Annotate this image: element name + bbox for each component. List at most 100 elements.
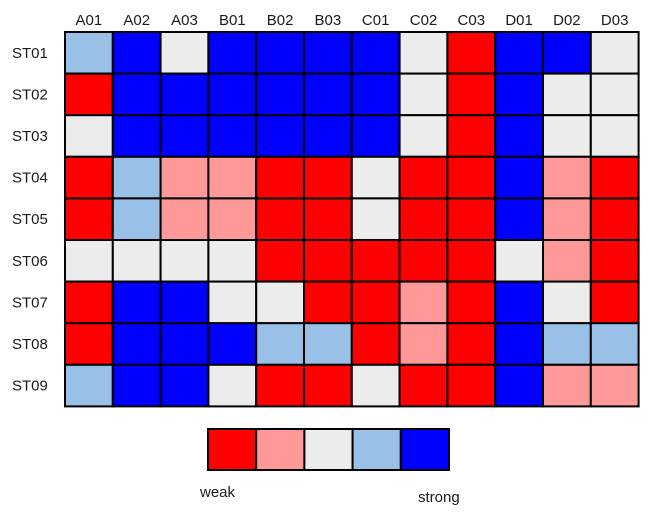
heatmap-cell-st05-a03 [159, 197, 210, 241]
row-label-st04: ST04 [12, 170, 48, 187]
heatmap-cell-st01-b03 [303, 31, 353, 75]
row-label-st08: ST08 [12, 336, 48, 353]
column-label-b03: B03 [315, 12, 342, 29]
heatmap-cell-st05-a02 [111, 197, 162, 241]
heatmap-cell-st06-a03 [159, 239, 210, 283]
heatmap-cell-st02-d02 [542, 72, 592, 117]
heatmap-cell-st06-b02 [255, 239, 306, 283]
row-label-st05: ST05 [12, 211, 48, 228]
heatmap-cell-st07-a01 [64, 280, 114, 325]
heatmap-cell-st08-d03 [589, 322, 640, 366]
heatmap-cell-st01-b01 [207, 31, 258, 75]
heatmap-cell-st09-d01 [494, 363, 545, 408]
column-label-b02: B02 [267, 12, 294, 29]
heatmap-cell-st07-d02 [542, 280, 592, 325]
heatmap-cell-st02-c03 [446, 72, 497, 117]
heatmap-cell-st04-c03 [446, 155, 497, 200]
row-labels: ST01 ST02 ST03 ST04 ST05 ST06 ST07 ST08 ST09 [12, 45, 48, 395]
heatmap-cell-st02-a01 [64, 72, 114, 117]
column-label-d02: D02 [553, 12, 581, 29]
heatmap-cell-st03-c03 [446, 114, 497, 158]
heatmap-cell-st01-a02 [111, 31, 162, 75]
heatmap-cell-st03-d01 [494, 114, 545, 158]
heatmap-cell-st08-b01 [207, 322, 258, 366]
heatmap-cell-st04-b01 [207, 155, 258, 200]
heatmap-cell-st01-c03 [446, 31, 497, 75]
heatmap-cell-st05-b01 [207, 197, 258, 241]
heatmap-cell-st02-c01 [350, 72, 401, 117]
heatmap-cells [64, 31, 640, 408]
heatmap-cell-st06-c02 [398, 239, 449, 283]
heatmap-cell-st07-a03 [159, 280, 210, 325]
heatmap-cell-st06-c03 [446, 239, 497, 283]
heatmap-cell-st09-b02 [255, 363, 306, 408]
heatmap-cell-st03-a01 [64, 114, 114, 158]
heatmap-cell-st09-c03 [446, 363, 497, 408]
heatmap-cell-st08-a02 [111, 322, 162, 366]
column-label-b01: B01 [219, 12, 246, 29]
heatmap-cell-st09-a03 [159, 363, 210, 408]
column-label-a01: A01 [76, 12, 103, 29]
heatmap-cell-st03-d03 [589, 114, 640, 158]
heatmap-cell-st04-b03 [303, 155, 353, 200]
heatmap-cell-st06-b03 [303, 239, 353, 283]
legend-swatch-level-2 [255, 428, 306, 471]
heatmap-cell-st07-c01 [350, 280, 401, 325]
legend-swatch-level-5 [399, 428, 450, 471]
heatmap-cell-st09-d02 [542, 363, 592, 408]
heatmap-cell-st04-d02 [542, 155, 592, 200]
heatmap-cell-st05-c03 [446, 197, 497, 241]
heatmap-cell-st05-b03 [303, 197, 353, 241]
heatmap-cell-st02-a03 [159, 72, 210, 117]
heatmap-cell-st07-d01 [494, 280, 545, 325]
heatmap-cell-st01-d02 [542, 31, 592, 75]
heatmap-cell-st06-d02 [542, 239, 592, 283]
heatmap-cell-st03-b01 [207, 114, 258, 158]
heatmap-cell-st08-d02 [542, 322, 592, 366]
heatmap-cell-st06-c01 [350, 239, 401, 283]
heatmap-cell-st08-d01 [494, 322, 545, 366]
column-label-c02: C02 [410, 12, 438, 29]
heatmap-cell-st04-c02 [398, 155, 449, 200]
heatmap-cell-st02-c02 [398, 72, 449, 117]
heatmap-cell-st09-c01 [350, 363, 401, 408]
row-label-st09: ST09 [12, 378, 48, 395]
heatmap-cell-st04-c01 [350, 155, 401, 200]
heatmap-cell-st06-d01 [494, 239, 545, 283]
heatmap-cell-st01-a01 [64, 31, 114, 75]
heatmap-cell-st04-d01 [494, 155, 545, 200]
heatmap-cell-st05-a01 [64, 197, 114, 241]
heatmap-cell-st05-c01 [350, 197, 401, 241]
heatmap-cell-st07-b02 [255, 280, 306, 325]
heatmap-cell-st04-a02 [111, 155, 162, 200]
heatmap-cell-st07-b03 [303, 280, 353, 325]
heatmap-cell-st04-a03 [159, 155, 210, 200]
heatmap-cell-st08-b02 [255, 322, 306, 366]
heatmap-cell-st07-c02 [398, 280, 449, 325]
legend-weak-label: weak [199, 484, 236, 501]
heatmap-cell-st01-d03 [589, 31, 640, 75]
heatmap-cell-st09-a02 [111, 363, 162, 408]
heatmap-cell-st07-c03 [446, 280, 497, 325]
heatmap-cell-st08-a01 [64, 322, 114, 366]
heatmap-cell-st05-c02 [398, 197, 449, 241]
heatmap-cell-st03-b02 [255, 114, 306, 158]
heatmap-cell-st03-b03 [303, 114, 353, 158]
heatmap-cell-st01-b02 [255, 31, 306, 75]
heatmap-cell-st08-b03 [303, 322, 353, 366]
heatmap-cell-st02-b01 [207, 72, 258, 117]
heatmap-cell-st04-d03 [589, 155, 640, 200]
heatmap-cell-st03-c01 [350, 114, 401, 158]
heatmap-cell-st05-d01 [494, 197, 545, 241]
legend-swatch-level-3 [303, 428, 354, 471]
column-label-d01: D01 [505, 12, 533, 29]
heatmap-cell-st08-c02 [398, 322, 449, 366]
heatmap-cell-st04-a01 [64, 155, 114, 200]
heatmap-cell-st07-b01 [207, 280, 258, 325]
color-legend [207, 428, 450, 471]
heatmap-cell-st05-d02 [542, 197, 592, 241]
heatmap-cell-st02-a02 [111, 72, 162, 117]
heatmap-cell-st06-b01 [207, 239, 258, 283]
heatmap-cell-st02-b03 [303, 72, 353, 117]
heatmap-cell-st08-c01 [350, 322, 401, 366]
